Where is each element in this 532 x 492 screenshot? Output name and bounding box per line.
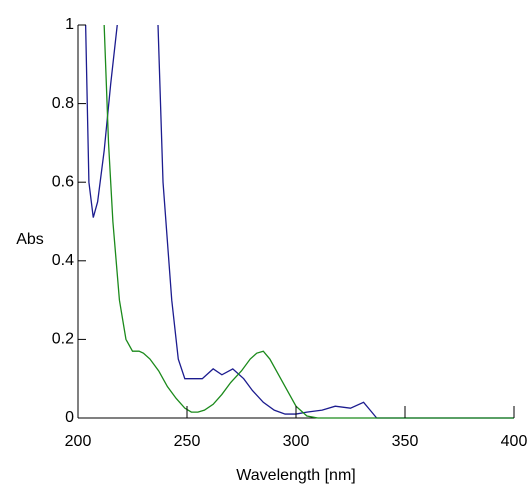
y-axis-label: Abs [16,231,44,248]
x-tick-label: 400 [501,433,528,450]
y-tick-label: 0.4 [52,252,74,269]
y-tick-label: 0.8 [52,95,74,112]
x-tick-label: 200 [65,433,92,450]
y-tick-label: 0.6 [52,173,74,190]
y-tick-label: 0.2 [52,331,74,348]
x-tick-label: 250 [174,433,201,450]
x-tick-label: 350 [392,433,419,450]
plot-area [84,25,514,419]
x-tick-label: 300 [283,433,310,450]
spectrum-line [103,25,514,419]
y-tick-label: 1 [65,16,74,33]
spectrum-line [84,25,514,419]
x-axis-label: Wavelength [nm] [236,467,355,484]
y-tick-label: 0 [65,409,74,426]
